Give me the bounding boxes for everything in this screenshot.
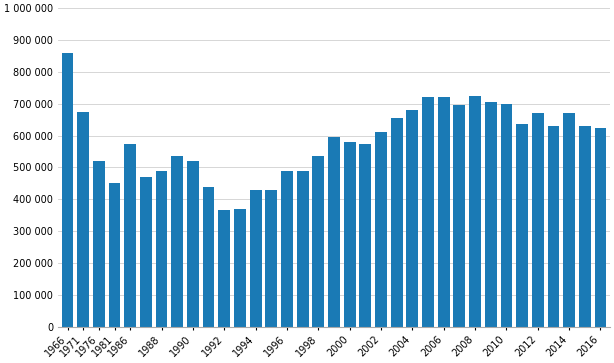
- Bar: [344, 142, 356, 327]
- Bar: [234, 209, 246, 327]
- Bar: [391, 118, 403, 327]
- Bar: [328, 137, 340, 327]
- Bar: [594, 128, 606, 327]
- Bar: [77, 112, 89, 327]
- Bar: [219, 211, 230, 327]
- Bar: [156, 171, 168, 327]
- Bar: [485, 102, 497, 327]
- Bar: [532, 113, 543, 327]
- Bar: [548, 126, 559, 327]
- Bar: [579, 126, 591, 327]
- Bar: [171, 156, 183, 327]
- Bar: [250, 190, 262, 327]
- Bar: [375, 132, 387, 327]
- Bar: [125, 143, 136, 327]
- Bar: [438, 97, 449, 327]
- Bar: [563, 113, 575, 327]
- Bar: [140, 177, 152, 327]
- Bar: [500, 104, 512, 327]
- Bar: [61, 53, 74, 327]
- Bar: [516, 125, 528, 327]
- Bar: [203, 187, 214, 327]
- Bar: [313, 156, 324, 327]
- Bar: [281, 171, 293, 327]
- Bar: [422, 97, 434, 327]
- Bar: [454, 105, 465, 327]
- Bar: [406, 110, 418, 327]
- Bar: [109, 183, 120, 327]
- Bar: [469, 96, 481, 327]
- Bar: [187, 161, 199, 327]
- Bar: [359, 143, 371, 327]
- Bar: [93, 161, 105, 327]
- Bar: [297, 171, 308, 327]
- Bar: [265, 190, 277, 327]
